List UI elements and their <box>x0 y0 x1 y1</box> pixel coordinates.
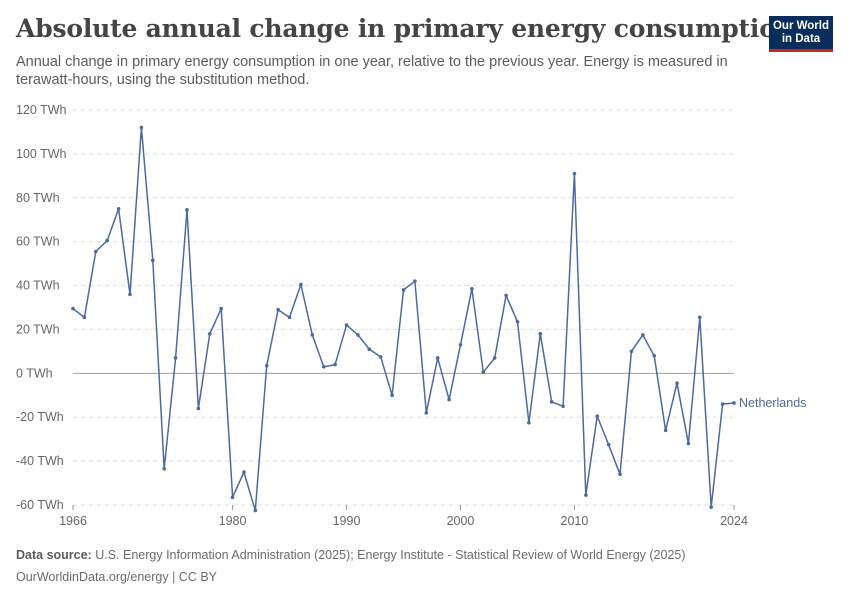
y-tick-label: 80 TWh <box>16 191 60 205</box>
y-axis-ticks: -60 TWh -40 TWh -20 TWh 0 TWh 20 TWh 40 TWh 60… <box>16 103 67 512</box>
source-text[interactable]: U.S. Energy Information Administration (… <box>95 548 686 562</box>
data-point <box>173 356 178 360</box>
chart-title: Absolute annual change in primary energy… <box>16 14 794 43</box>
data-point <box>641 333 645 337</box>
x-tick-label: 1990 <box>333 514 361 528</box>
data-point <box>401 288 406 292</box>
x-axis-ticks: 1966 1980 1990 2000 2010 2024 <box>59 505 748 528</box>
data-point <box>242 470 246 474</box>
data-point <box>356 333 360 337</box>
data-point <box>698 315 702 320</box>
data-point <box>572 171 577 176</box>
source-label: Data source: <box>16 548 92 562</box>
data-point <box>561 404 565 409</box>
data-point <box>458 343 463 347</box>
data-point <box>185 208 189 212</box>
data-point <box>584 493 588 497</box>
data-point <box>720 402 725 406</box>
y-tick-label: -20 TWh <box>16 410 64 424</box>
x-tick-label: 1980 <box>219 514 247 528</box>
x-tick-label: 1966 <box>59 514 87 528</box>
y-tick-label: 0 TWh <box>16 366 53 380</box>
data-point <box>333 362 337 367</box>
y-tick-label: 120 TWh <box>16 103 67 117</box>
data-point <box>663 428 668 433</box>
chart-subtitle: Annual change in primary energy consumpt… <box>16 54 728 88</box>
data-point <box>732 401 736 405</box>
data-point <box>344 323 349 327</box>
data-point <box>470 287 474 291</box>
data-point <box>196 406 201 411</box>
data-point <box>116 206 121 211</box>
data-point <box>675 381 679 386</box>
data-point <box>299 282 303 287</box>
series-layer: Netherlands <box>71 125 806 513</box>
data-point <box>378 355 383 359</box>
y-tick-label: -60 TWh <box>16 498 64 512</box>
y-tick-label: 20 TWh <box>16 322 60 336</box>
data-point <box>150 258 155 263</box>
data-point <box>367 347 372 351</box>
data-point <box>606 442 611 447</box>
data-point <box>527 420 531 425</box>
data-point <box>492 356 497 360</box>
data-point <box>504 293 508 298</box>
data-point <box>424 411 429 415</box>
url-line[interactable]: OurWorldinData.org/energy | CC BY <box>16 570 218 584</box>
data-point <box>435 356 440 360</box>
data-point <box>105 238 109 243</box>
logo-line-2: in Data <box>781 33 821 45</box>
data-point <box>128 292 132 297</box>
source-line: Data source: U.S. Energy Information Adm… <box>16 548 686 562</box>
data-point <box>413 279 417 283</box>
data-point <box>139 125 144 130</box>
y-tick-label: 60 TWh <box>16 235 60 249</box>
series-line <box>72 126 735 512</box>
data-point <box>447 397 451 402</box>
data-point <box>538 332 543 336</box>
data-point <box>253 508 258 513</box>
data-point <box>618 472 622 477</box>
data-point <box>219 306 223 311</box>
y-tick-label: 100 TWh <box>16 147 67 161</box>
data-point <box>71 306 75 311</box>
data-point <box>709 505 714 509</box>
logo-line-1: Our World <box>772 20 829 32</box>
data-point <box>276 307 280 312</box>
data-point <box>481 370 486 375</box>
data-point <box>162 466 166 471</box>
owid-logo[interactable]: Our World in Data <box>769 16 833 52</box>
line-chart: -60 TWh -40 TWh -20 TWh 0 TWh 20 TWh 40 TWh 60… <box>16 103 806 528</box>
data-point <box>321 364 326 369</box>
x-tick-label: 2024 <box>720 514 748 528</box>
y-tick-label: 40 TWh <box>16 279 60 293</box>
data-point <box>93 249 98 254</box>
x-tick-label: 2010 <box>561 514 589 528</box>
data-point <box>287 315 292 320</box>
grid-lines <box>73 109 734 506</box>
series-label: Netherlands <box>739 396 806 410</box>
data-point <box>515 319 520 324</box>
data-point <box>390 393 394 398</box>
data-point <box>549 400 554 404</box>
data-point <box>686 441 691 446</box>
data-point <box>207 332 212 336</box>
y-tick-label: -40 TWh <box>16 454 64 468</box>
data-point <box>82 315 87 320</box>
data-point <box>310 333 315 337</box>
x-tick-label: 2000 <box>447 514 475 528</box>
data-point <box>595 414 600 418</box>
data-point <box>629 349 634 354</box>
data-point <box>230 495 235 500</box>
data-point <box>264 363 269 368</box>
data-point <box>652 353 657 358</box>
